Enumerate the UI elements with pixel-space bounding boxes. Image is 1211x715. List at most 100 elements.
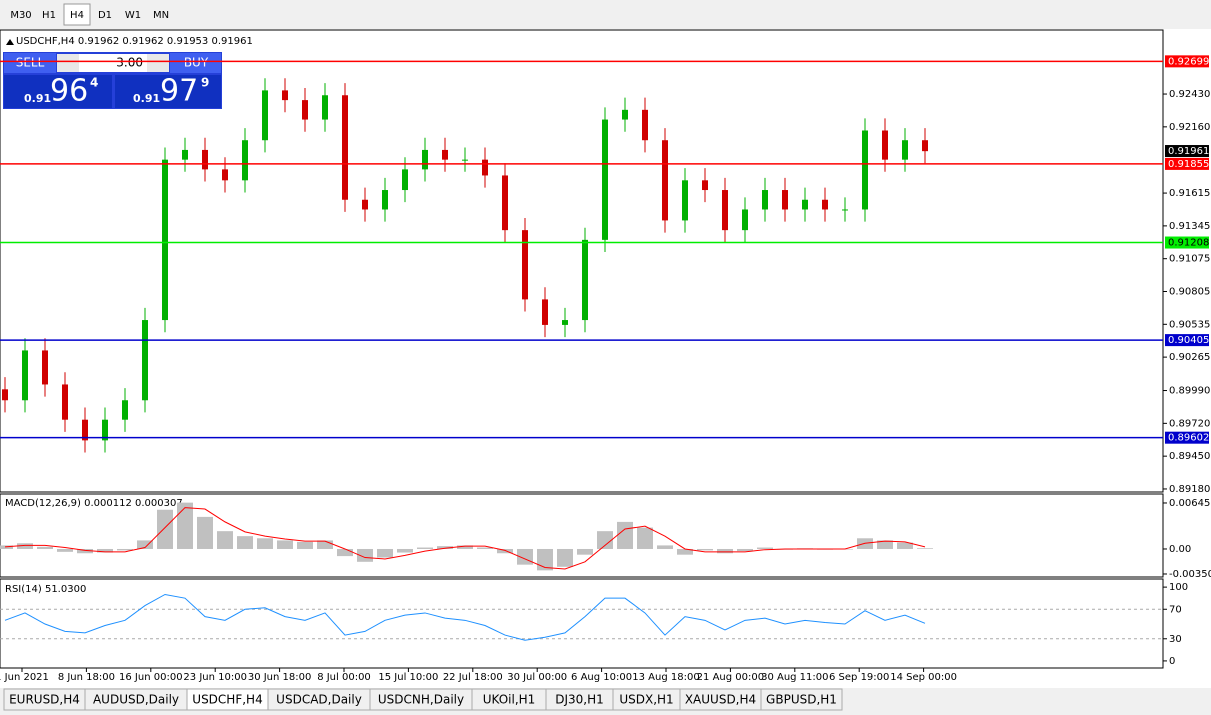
macd-bar: [237, 536, 253, 549]
timeframe-label: M30: [10, 10, 31, 21]
timeframe-button[interactable]: [8, 4, 34, 25]
symbol-tab-label: USDCNH,Daily: [378, 693, 464, 707]
y-tick-label: 0.92430: [1169, 89, 1210, 100]
buy-button[interactable]: [170, 53, 221, 73]
candle-body: [862, 130, 868, 210]
macd-title: MACD(12,26,9) 0.000112 0.000307: [5, 498, 183, 509]
macd-bar: [497, 548, 513, 554]
macd-bar: [57, 548, 73, 552]
candle-body: [102, 419, 108, 441]
timeframe-label: W1: [125, 10, 141, 21]
bid-box[interactable]: [4, 75, 112, 108]
level-label: 0.91855: [1168, 159, 1209, 170]
candle-body: [722, 190, 728, 231]
macd-bar: [437, 546, 453, 549]
symbol-tab-label: AUDUSD,Daily: [93, 693, 179, 707]
timeframe-button[interactable]: [63, 3, 91, 26]
y-tick-label: 0.90535: [1169, 319, 1210, 330]
timeframe-button[interactable]: [148, 4, 174, 25]
macd-bar: [657, 545, 673, 549]
candle-body: [822, 199, 828, 210]
candle-body: [682, 180, 688, 221]
signal-line: [4, 507, 926, 570]
timeframe-label: H4: [70, 10, 84, 21]
rsi-panel: [0, 578, 1164, 669]
macd-bar: [557, 548, 573, 567]
candle-body: [582, 239, 588, 321]
y-tick-label: 0.89180: [1169, 484, 1210, 495]
macd-bar: [917, 548, 933, 549]
candle-body: [902, 140, 908, 160]
macd-bar: [357, 548, 373, 562]
ask-box[interactable]: [115, 75, 221, 108]
y-tick-label: 0.90265: [1169, 352, 1210, 363]
macd-bar: [297, 541, 313, 549]
symbol-tab-label: USDCAD,Daily: [276, 693, 362, 707]
macd-bar: [177, 502, 193, 549]
candle-body: [662, 140, 668, 221]
macd-bar: [537, 548, 553, 571]
collapse-icon[interactable]: [6, 39, 14, 45]
macd-bar: [737, 548, 753, 552]
x-tick-label: 8 Jul 00:00: [317, 672, 371, 683]
macd-bar: [377, 548, 393, 558]
level-tag: [1165, 431, 1209, 444]
candle-body: [322, 95, 328, 120]
candle-body: [42, 350, 48, 385]
timeframe-button[interactable]: [36, 4, 62, 25]
lots-input[interactable]: [79, 54, 147, 72]
candle-body: [382, 190, 388, 210]
trade-panel: SELL 3.00 BUY 0.91 96 4 0.91 97 9: [3, 52, 222, 109]
y-tick-label: 0: [1169, 656, 1175, 667]
macd-bar: [417, 547, 433, 549]
lots-down[interactable]: [57, 54, 79, 72]
symbol-tab-label: GBPUSD,H1: [766, 693, 837, 707]
macd-bar: [257, 538, 273, 549]
timeframe-label: H1: [42, 10, 56, 21]
candle-body: [122, 400, 128, 420]
level-tag: [1165, 55, 1209, 68]
x-tick-label: 14 Sep 00:00: [890, 672, 957, 683]
timeframe-button[interactable]: [120, 4, 146, 25]
candle-body: [22, 350, 28, 401]
macd-bar: [577, 548, 593, 555]
macd-bar: [317, 540, 333, 549]
macd-bar: [337, 548, 353, 557]
candle-body: [502, 175, 508, 231]
candle-body: [442, 149, 448, 160]
macd-bar: [477, 547, 493, 549]
candle-body: [922, 140, 928, 152]
macd-bar: [77, 548, 93, 554]
macd-bar: [717, 548, 733, 554]
y-tick-label: 100: [1169, 582, 1188, 593]
sell-label: SELL: [16, 56, 45, 70]
candle-body: [602, 119, 608, 240]
y-tick-label: 0.90805: [1169, 287, 1210, 298]
level-label: 0.91208: [1168, 238, 1209, 249]
macd-bar: [37, 546, 53, 549]
candle-body: [162, 159, 168, 321]
candle-body: [622, 109, 628, 120]
level-label: 0.92699: [1168, 56, 1209, 67]
macd-bar: [457, 545, 473, 549]
x-tick-label: 15 Jul 10:00: [378, 672, 438, 683]
x-tick-label: 30 Jul 00:00: [507, 672, 567, 683]
macd-bar: [597, 531, 613, 549]
y-tick-label: 0.89720: [1169, 418, 1210, 429]
candle-body: [2, 389, 8, 401]
x-tick-label: 16 Jun 00:00: [119, 672, 183, 683]
timeframe-button[interactable]: [92, 4, 118, 25]
candle-body: [842, 209, 848, 211]
candle-body: [242, 140, 248, 181]
bid-prefix: 0.91: [24, 92, 51, 105]
sell-button[interactable]: [4, 53, 56, 73]
current-price-label: 0.91961: [1168, 146, 1209, 157]
symbol-tab[interactable]: [760, 688, 843, 711]
ask-prefix: 0.91: [133, 92, 160, 105]
symbol-tab-label: USDX,H1: [619, 693, 673, 707]
lots-up[interactable]: [147, 54, 169, 72]
rsi-line: [4, 593, 926, 641]
candle-body: [802, 199, 808, 210]
candle-body: [362, 199, 368, 210]
